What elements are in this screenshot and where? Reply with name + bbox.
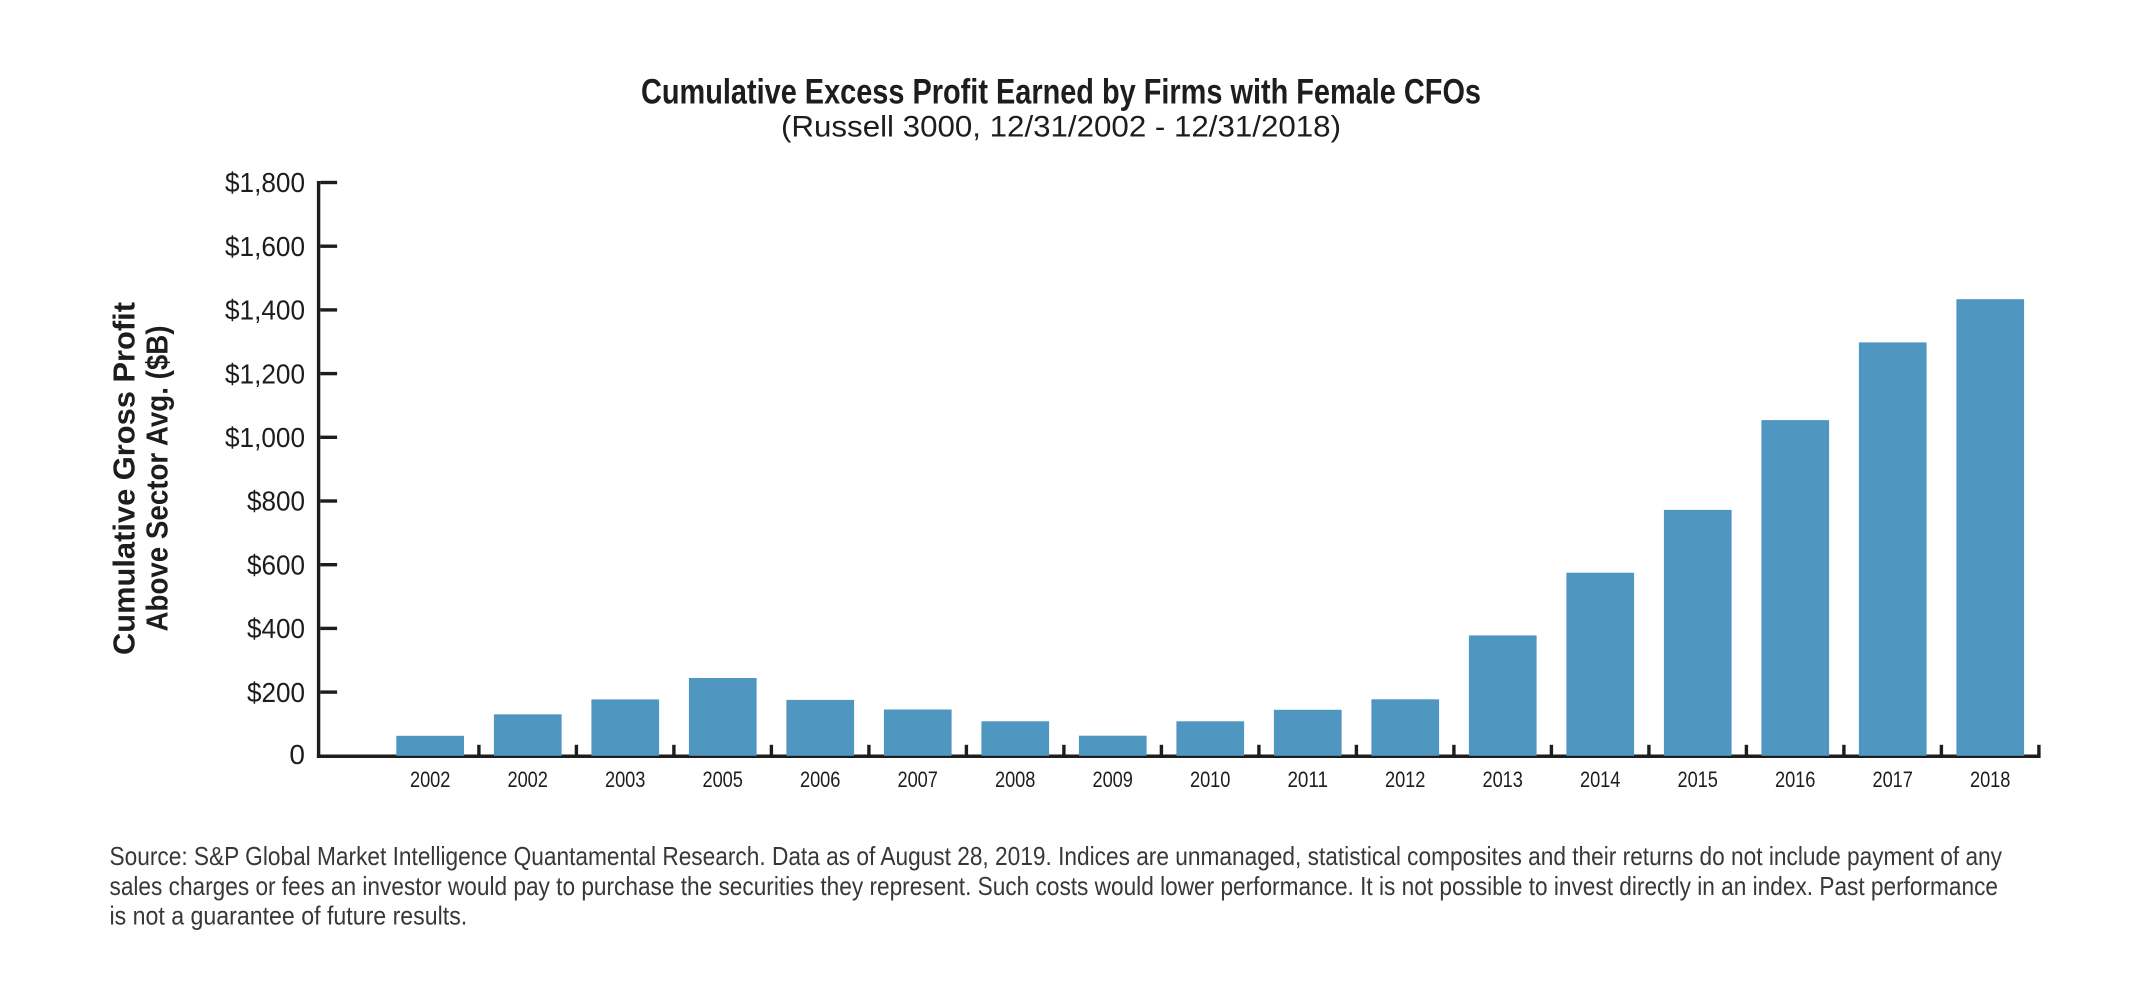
- svg-text:2005: 2005: [702, 767, 743, 792]
- svg-text:$1,800: $1,800: [225, 167, 305, 198]
- svg-text:2007: 2007: [897, 767, 938, 792]
- svg-text:2013: 2013: [1482, 767, 1523, 792]
- svg-text:2002: 2002: [410, 767, 451, 792]
- svg-text:2002: 2002: [507, 767, 548, 792]
- svg-text:2008: 2008: [995, 767, 1036, 792]
- svg-text:2011: 2011: [1287, 767, 1328, 792]
- svg-text:0: 0: [289, 739, 305, 770]
- svg-text:(Russell 3000, 12/31/2002 - 12: (Russell 3000, 12/31/2002 - 12/31/2018): [781, 111, 1341, 144]
- svg-text:$1,400: $1,400: [225, 295, 305, 326]
- svg-text:2016: 2016: [1775, 767, 1816, 792]
- svg-text:Above Sector Avg. ($B): Above Sector Avg. ($B): [140, 326, 175, 632]
- svg-text:2009: 2009: [1092, 767, 1133, 792]
- svg-text:2003: 2003: [605, 767, 646, 792]
- svg-text:2015: 2015: [1677, 767, 1718, 792]
- svg-text:$1,600: $1,600: [225, 231, 305, 262]
- svg-text:Cumulative Excess Profit Earne: Cumulative Excess Profit Earned by Firms…: [641, 73, 1481, 112]
- svg-text:$200: $200: [247, 677, 305, 708]
- svg-text:2018: 2018: [1970, 767, 2011, 792]
- svg-text:$400: $400: [247, 613, 305, 644]
- svg-text:$800: $800: [247, 486, 305, 517]
- svg-text:2014: 2014: [1580, 767, 1621, 792]
- svg-text:sales charges or fees an inves: sales charges or fees an investor would …: [110, 871, 1999, 901]
- svg-text:$1,000: $1,000: [225, 422, 305, 453]
- svg-text:$600: $600: [247, 549, 305, 580]
- svg-text:2012: 2012: [1385, 767, 1426, 792]
- svg-text:2017: 2017: [1872, 767, 1913, 792]
- svg-text:2010: 2010: [1190, 767, 1231, 792]
- svg-text:$1,200: $1,200: [225, 358, 305, 389]
- svg-text:Source: S&P Global Market Inte: Source: S&P Global Market Intelligence Q…: [110, 841, 2003, 871]
- svg-text:2006: 2006: [800, 767, 841, 792]
- svg-text:Cumulative Gross Profit: Cumulative Gross Profit: [107, 302, 142, 655]
- svg-text:is not a guarantee of future r: is not a guarantee of future results.: [110, 901, 468, 931]
